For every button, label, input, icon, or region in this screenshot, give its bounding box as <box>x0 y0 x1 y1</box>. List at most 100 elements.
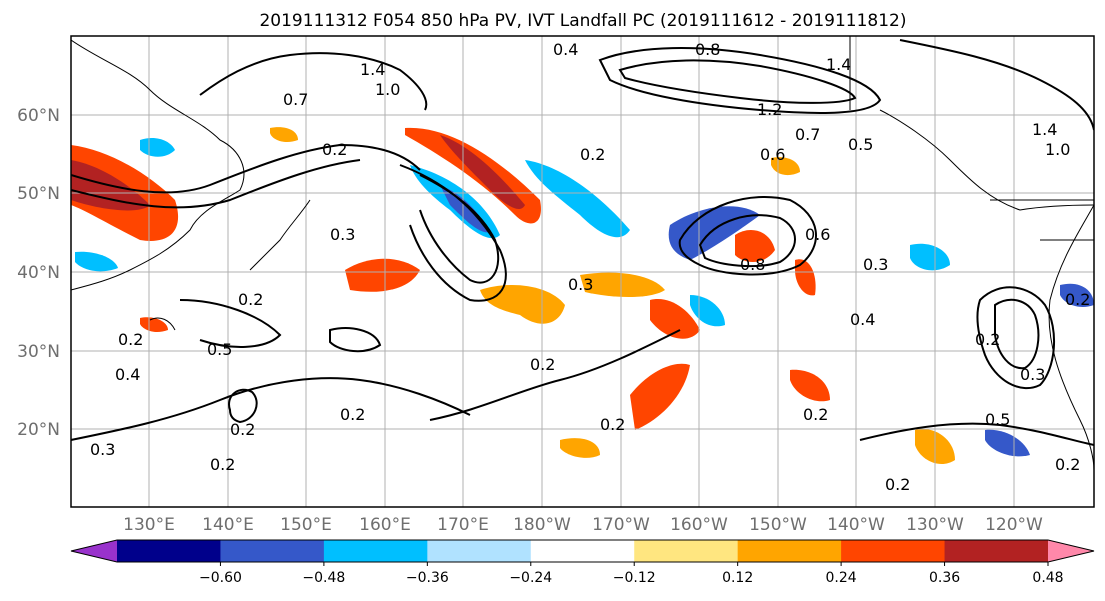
colorbar-tick-label: 0.48 <box>1032 570 1063 586</box>
contour-label: 0.2 <box>118 330 143 349</box>
contour-line <box>859 422 1094 446</box>
positive-anomaly <box>630 363 690 430</box>
latitude-labels: 60°N 50°N 40°N 30°N 20°N <box>17 106 60 440</box>
negative-anomaly <box>525 160 630 238</box>
contour-label: 0.2 <box>210 455 235 474</box>
contour-label: 1.4 <box>826 55 851 74</box>
graticule <box>71 36 1094 507</box>
colorbar-bin <box>220 540 325 562</box>
positive-anomaly <box>580 272 665 297</box>
positive-anomaly <box>440 135 525 210</box>
contour-label: 0.3 <box>568 275 593 294</box>
negative-anomaly <box>985 429 1030 457</box>
contour-line <box>618 59 857 104</box>
contour-label: 0.2 <box>1065 290 1090 309</box>
negative-anomaly <box>668 206 760 260</box>
colorbar-tick-label: −0.12 <box>613 570 656 586</box>
contour-line <box>199 52 428 111</box>
contour-label: 1.4 <box>1032 120 1057 139</box>
contour-line <box>598 47 882 114</box>
contour-line <box>976 286 1056 390</box>
contour-label: 0.3 <box>90 440 115 459</box>
lon-label: 130°E <box>123 515 175 535</box>
contour-label: 0.2 <box>238 290 263 309</box>
longitude-labels: 130°E 140°E 150°E 160°E 170°E 180°W 170°… <box>123 515 1043 535</box>
map-frame <box>70 35 1095 508</box>
contour-label: 0.8 <box>740 255 765 274</box>
contour-label: 1.4 <box>360 60 385 79</box>
positive-anomaly <box>480 285 565 324</box>
contour-line <box>429 329 681 421</box>
contour-line <box>71 143 421 194</box>
colorbar-extend-max <box>1048 540 1094 562</box>
colorbar: −0.60 −0.48 −0.36 −0.24 −0.12 0.12 0.24 0.36 0.4… <box>70 539 1095 586</box>
colorbar-tick-label: −0.48 <box>302 570 345 586</box>
contour-label: 0.2 <box>230 420 255 439</box>
contour-line <box>994 298 1040 370</box>
positive-anomaly <box>790 369 830 402</box>
lat-label: 60°N <box>17 106 60 126</box>
contour-label: 0.7 <box>795 125 820 144</box>
contour-line <box>698 214 796 268</box>
contour-label: 0.4 <box>850 310 875 329</box>
negative-anomaly <box>440 185 490 233</box>
asia-coastline <box>71 39 245 291</box>
contour-label: 0.3 <box>863 255 888 274</box>
contour-label: 0.7 <box>283 90 308 109</box>
lon-label: 140°E <box>202 515 254 535</box>
contour-label: 0.5 <box>985 410 1010 429</box>
coastlines <box>71 36 1094 471</box>
lon-label: 120°W <box>985 515 1043 535</box>
contour-label: 0.2 <box>975 330 1000 349</box>
map-title: 2019111312 F054 850 hPa PV, IVT Landfall… <box>259 11 906 31</box>
contour-line <box>329 327 382 353</box>
contour-label: 0.5 <box>848 135 873 154</box>
lat-label: 50°N <box>17 184 60 204</box>
north-america-coastline <box>1048 204 1094 471</box>
positive-anomaly <box>560 438 600 458</box>
colorbar-bin <box>117 540 221 562</box>
positive-anomaly <box>735 230 775 262</box>
contour-label: 0.5 <box>207 340 232 359</box>
colorbar-tick-label: −0.60 <box>199 570 242 586</box>
contour-label: 0.4 <box>553 40 578 59</box>
positive-anomaly <box>140 317 168 333</box>
contour-label: 0.8 <box>695 40 720 59</box>
colorbar-bin <box>427 540 532 562</box>
lon-label: 150°W <box>749 515 807 535</box>
map-panel: 1.4 1.0 0.7 0.3 0.4 0.8 0.2 1.4 0.2 0.6 … <box>70 35 1095 508</box>
contour-label: 0.2 <box>340 405 365 424</box>
lon-label: 140°W <box>827 515 885 535</box>
contour-labels: 1.4 1.0 0.7 0.3 0.4 0.8 0.2 1.4 0.2 0.6 … <box>90 40 1090 494</box>
colorbar-extend-min <box>71 540 117 562</box>
contour-line <box>71 377 471 441</box>
contour-label: 0.3 <box>1020 365 1045 384</box>
pv-contours <box>71 39 1094 446</box>
contour-line <box>179 299 282 348</box>
contour-label: 0.2 <box>600 415 625 434</box>
contour-label: 0.6 <box>805 225 830 244</box>
shaded-field <box>71 127 1094 465</box>
contour-label: 0.2 <box>322 140 347 159</box>
lat-label: 30°N <box>17 342 60 362</box>
colorbar-bin <box>634 540 739 562</box>
positive-anomaly <box>345 258 420 292</box>
contour-label: 0.2 <box>885 475 910 494</box>
positive-anomaly <box>795 259 816 296</box>
contour-line <box>899 39 1094 131</box>
colorbar-bin <box>323 540 428 562</box>
contour-label: 0.4 <box>115 365 140 384</box>
lon-label: 130°W <box>906 515 964 535</box>
contour-label: 1.0 <box>375 80 400 99</box>
positive-anomaly <box>270 127 298 143</box>
contour-line <box>71 159 361 209</box>
japan-coastline <box>149 317 176 331</box>
contour-line <box>678 196 817 276</box>
negative-anomaly <box>1060 283 1094 307</box>
lat-label: 40°N <box>17 263 60 283</box>
lon-label: 180°W <box>513 515 571 535</box>
colorbar-tick-label: 0.36 <box>929 570 960 586</box>
alaska-coastline <box>879 109 1094 211</box>
positive-anomaly <box>650 299 700 339</box>
